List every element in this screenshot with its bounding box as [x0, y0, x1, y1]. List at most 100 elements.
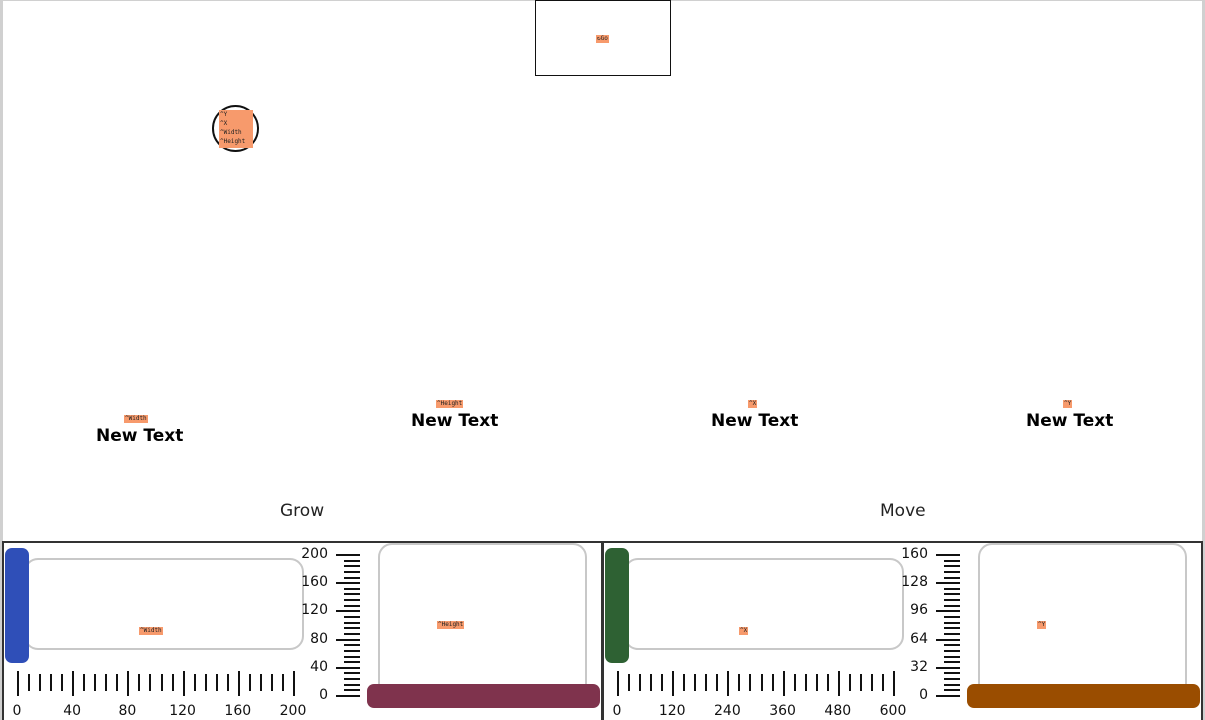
horizontal-ruler-tick — [17, 671, 19, 696]
horizontal-ruler-label: 120 — [169, 703, 196, 719]
horizontal-ruler-tick — [72, 671, 75, 696]
vertical-ruler-tick — [336, 638, 360, 641]
vertical-ruler-tick — [944, 565, 960, 568]
vertical-ruler-tick — [944, 689, 960, 692]
vertical-ruler-tick — [344, 587, 360, 590]
horizontal-ruler-tick — [771, 674, 774, 691]
horizontal-ruler-tick — [105, 674, 108, 691]
horizontal-ruler-tick — [760, 674, 763, 691]
vertical-ruler-tick — [336, 582, 360, 585]
new-text-height-tag: ^Height — [436, 400, 464, 408]
vertical-ruler-label: 32 — [910, 658, 928, 675]
circle-shape[interactable]: ^Y ^X ^Width ^Height — [212, 105, 259, 152]
horizontal-slider-thumb[interactable] — [605, 548, 629, 663]
vertical-ruler-tick — [344, 689, 360, 692]
vertical-ruler-tick — [344, 570, 360, 573]
grow-panel: ^Width 0 40 80 120 160 200 ^Height 200 160 120 80 40… — [2, 541, 603, 720]
horizontal-ruler-tick — [270, 674, 273, 691]
horizontal-ruler-tick — [61, 674, 64, 691]
vertical-ruler-tick — [944, 570, 960, 573]
horizontal-ruler-tick — [837, 671, 840, 696]
vertical-ruler-label: 96 — [910, 602, 928, 619]
vertical-slider-thumb[interactable] — [367, 684, 600, 708]
horizontal-ruler-label: 0 — [12, 703, 22, 719]
horizontal-ruler-label: 0 — [612, 703, 622, 719]
vertical-ruler-tick — [944, 627, 960, 630]
horizontal-ruler-tick — [870, 674, 873, 691]
vertical-ruler-tick — [344, 616, 360, 619]
horizontal-ruler-tick — [716, 674, 719, 691]
vertical-slider-tag: ^Y — [1037, 621, 1047, 629]
vertical-ruler-tick — [944, 616, 960, 619]
vertical-ruler-tick — [344, 661, 360, 664]
new-text-x: New Text — [711, 411, 799, 431]
horizontal-ruler-tick — [215, 674, 218, 691]
vertical-ruler-tick — [344, 683, 360, 686]
move-title: Move — [880, 501, 926, 521]
vertical-ruler-tick — [944, 644, 960, 647]
vertical-ruler-tick — [344, 672, 360, 675]
vertical-ruler-tick — [936, 610, 960, 613]
new-text-height: New Text — [411, 411, 499, 431]
circle-tag-width: ^Width — [220, 129, 242, 136]
horizontal-ruler-label: 80 — [118, 703, 137, 719]
horizontal-slider-track[interactable] — [24, 558, 304, 650]
horizontal-ruler-tick — [793, 674, 796, 691]
vertical-ruler-tick — [336, 666, 360, 669]
horizontal-ruler-tick — [672, 671, 675, 696]
horizontal-ruler-label: 40 — [63, 703, 82, 719]
vertical-ruler-label: 0 — [919, 687, 928, 703]
vertical-ruler-tick — [344, 655, 360, 658]
horizontal-ruler-tick — [661, 674, 664, 691]
go-tag: ↻Go — [596, 35, 609, 43]
vertical-ruler-tick — [944, 655, 960, 658]
horizontal-ruler-tick — [50, 674, 53, 691]
vertical-ruler-tick — [344, 644, 360, 647]
vertical-ruler-tick — [944, 672, 960, 675]
vertical-ruler-tick — [336, 554, 360, 556]
vertical-ruler-tick — [344, 632, 360, 635]
vertical-slider-tag: ^Height — [437, 621, 465, 629]
vertical-ruler-tick — [344, 576, 360, 579]
new-text-width-tag: ^Width — [124, 415, 148, 423]
horizontal-slider-track[interactable] — [624, 558, 904, 650]
horizontal-ruler-tick — [259, 674, 262, 691]
vertical-ruler-tick — [344, 678, 360, 681]
vertical-ruler-tick — [344, 621, 360, 624]
vertical-slider-track[interactable] — [978, 543, 1187, 703]
horizontal-ruler-label: 200 — [279, 703, 307, 719]
vertical-ruler-tick — [936, 554, 960, 556]
horizontal-slider-tag: ^Width — [139, 627, 163, 635]
horizontal-ruler-tick — [193, 674, 196, 691]
vertical-ruler-tick — [344, 649, 360, 652]
vertical-ruler-tick — [344, 559, 360, 562]
vertical-slider-thumb[interactable] — [967, 684, 1200, 708]
vertical-slider-track[interactable] — [378, 543, 587, 703]
move-panel: ^X 0 120 240 360 480 600 ^Y 160 128 96 64 32 0 — [602, 541, 1203, 720]
horizontal-ruler-label: 600 — [879, 703, 907, 719]
vertical-ruler-label: 200 — [301, 546, 328, 562]
horizontal-ruler-tick — [650, 674, 653, 691]
horizontal-ruler-tick — [893, 671, 895, 696]
circle-tag-y: ^Y — [220, 111, 228, 118]
horizontal-slider-tag: ^X — [739, 627, 749, 635]
new-text-x-tag: ^X — [748, 400, 758, 408]
vertical-ruler-label: 64 — [910, 630, 928, 647]
vertical-ruler-tick — [944, 587, 960, 590]
go-button[interactable]: ↻Go — [535, 0, 671, 76]
vertical-ruler-label: 128 — [901, 574, 928, 591]
vertical-ruler-tick — [936, 582, 960, 585]
horizontal-ruler-label: 240 — [714, 703, 741, 719]
horizontal-ruler-tick — [804, 674, 807, 691]
vertical-ruler-tick — [944, 678, 960, 681]
horizontal-ruler-label: 480 — [824, 703, 852, 719]
vertical-ruler-tick — [944, 559, 960, 562]
vertical-ruler-tick — [344, 627, 360, 630]
horizontal-ruler-tick — [237, 671, 240, 696]
grow-title: Grow — [280, 501, 325, 521]
vertical-ruler-tick — [944, 576, 960, 579]
horizontal-ruler-tick — [171, 674, 174, 691]
horizontal-slider-thumb[interactable] — [5, 548, 29, 663]
vertical-ruler-label: 160 — [901, 546, 928, 562]
horizontal-ruler-tick — [248, 674, 251, 691]
